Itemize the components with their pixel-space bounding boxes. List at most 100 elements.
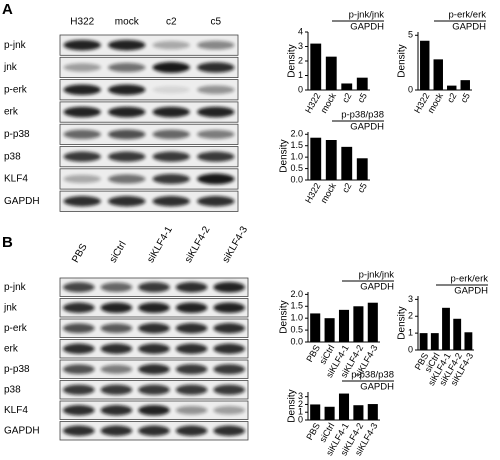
y-tick-label: 4 <box>298 26 303 36</box>
lane-label: siKLF4-1 <box>145 224 175 265</box>
chart-title: p-jnk/jnk <box>349 10 385 21</box>
blot-strip <box>59 146 239 168</box>
blot-strip <box>59 123 239 145</box>
bar <box>353 405 364 420</box>
row-label: p38 <box>4 151 21 162</box>
blot-band <box>152 41 190 50</box>
blot-band <box>138 302 170 314</box>
chart-subtitle: GAPDH <box>350 122 384 133</box>
blot-band <box>175 343 208 354</box>
row-label: KLF4 <box>4 405 28 416</box>
bar <box>324 318 335 342</box>
blot-band <box>63 323 95 334</box>
blot-strip <box>59 168 239 190</box>
blot-band <box>108 151 146 162</box>
y-tick-label: 1.5 <box>290 140 303 150</box>
y-axis-label: Density <box>287 389 298 422</box>
y-tick-label: 0.5 <box>290 324 303 334</box>
bar <box>325 56 337 90</box>
blot-band <box>213 302 245 314</box>
blot-band <box>138 323 170 334</box>
lane-label: siCtrl <box>108 240 129 265</box>
blot-band <box>100 425 133 436</box>
panel-label: A <box>2 1 13 18</box>
blot-band <box>108 39 146 51</box>
blot-band <box>108 129 146 140</box>
blot-band <box>138 364 170 375</box>
blot-band <box>100 302 133 314</box>
chart-subtitle: GAPDH <box>360 282 394 293</box>
blot-band <box>152 86 190 94</box>
bar <box>453 318 462 350</box>
chart-title: p-erk/erk <box>451 274 489 285</box>
y-tick-label: 0 <box>408 84 413 94</box>
blot-band <box>175 282 208 293</box>
row-label: erk <box>4 107 19 118</box>
blot-band <box>100 384 133 395</box>
bar <box>460 80 470 90</box>
bar <box>420 40 430 90</box>
blot-band <box>175 364 208 375</box>
row-label: jnk <box>3 302 18 313</box>
blot-band <box>175 425 208 436</box>
chart-subtitle: GAPDH <box>360 382 394 393</box>
y-axis-label: Density <box>397 306 408 339</box>
row-label: jnk <box>3 62 18 73</box>
y-tick-label: 2 <box>408 311 413 321</box>
blot-band <box>175 384 208 395</box>
blot-band <box>213 364 245 375</box>
lane-label: H322 <box>70 17 94 28</box>
bar <box>353 306 364 342</box>
blot-band <box>197 196 235 207</box>
lane-label: c5 <box>210 17 221 28</box>
row-label: KLF4 <box>4 174 28 185</box>
y-tick-label: 0 <box>298 414 303 424</box>
blot-band <box>63 384 95 395</box>
bar <box>310 313 321 342</box>
blot-band <box>63 174 101 184</box>
y-axis-label: Density <box>397 44 408 77</box>
blot-band <box>108 62 146 73</box>
y-tick-label: 5 <box>408 30 413 40</box>
blot-band <box>63 302 95 313</box>
y-axis-label: Density <box>279 139 290 172</box>
chart-title: p-p38/p38 <box>341 110 384 121</box>
bar <box>356 158 368 180</box>
bar <box>324 406 335 420</box>
y-tick-label: 3 <box>298 41 303 51</box>
blot-band <box>197 40 235 50</box>
blot-band <box>63 196 101 207</box>
blot-band <box>100 405 133 416</box>
blot-band <box>152 173 190 185</box>
bar <box>341 146 353 180</box>
chart-subtitle: GAPDH <box>452 22 486 33</box>
blot-band <box>100 343 133 354</box>
blot-band <box>213 406 245 415</box>
blot-band <box>197 151 235 162</box>
blot-band <box>63 39 101 51</box>
y-tick-label: 2 <box>298 55 303 65</box>
blot-band <box>100 282 133 292</box>
x-tick-label: c2 <box>445 91 458 104</box>
blot-band <box>152 62 190 73</box>
chart-title: p-erk/erk <box>449 10 487 21</box>
x-tick-label: mock <box>319 91 339 115</box>
row-label: p-erk <box>4 84 28 95</box>
blot-band <box>197 129 235 139</box>
y-tick-label: 0.0 <box>290 336 303 346</box>
blot-band <box>63 63 101 72</box>
y-tick-label: 1.5 <box>290 301 303 311</box>
lane-label: siKLF4-2 <box>183 224 213 265</box>
blot-band <box>100 323 133 334</box>
row-label: p-erk <box>4 323 28 334</box>
bar <box>430 333 439 350</box>
x-tick-label: c2 <box>340 181 353 194</box>
row-label: erk <box>4 343 19 354</box>
bar <box>310 404 321 420</box>
bar <box>338 309 350 342</box>
bar <box>367 404 378 420</box>
row-label: p38 <box>4 384 21 395</box>
row-label: GAPDH <box>4 425 40 436</box>
x-tick-label: c5 <box>356 91 369 104</box>
blot-band <box>152 129 190 140</box>
